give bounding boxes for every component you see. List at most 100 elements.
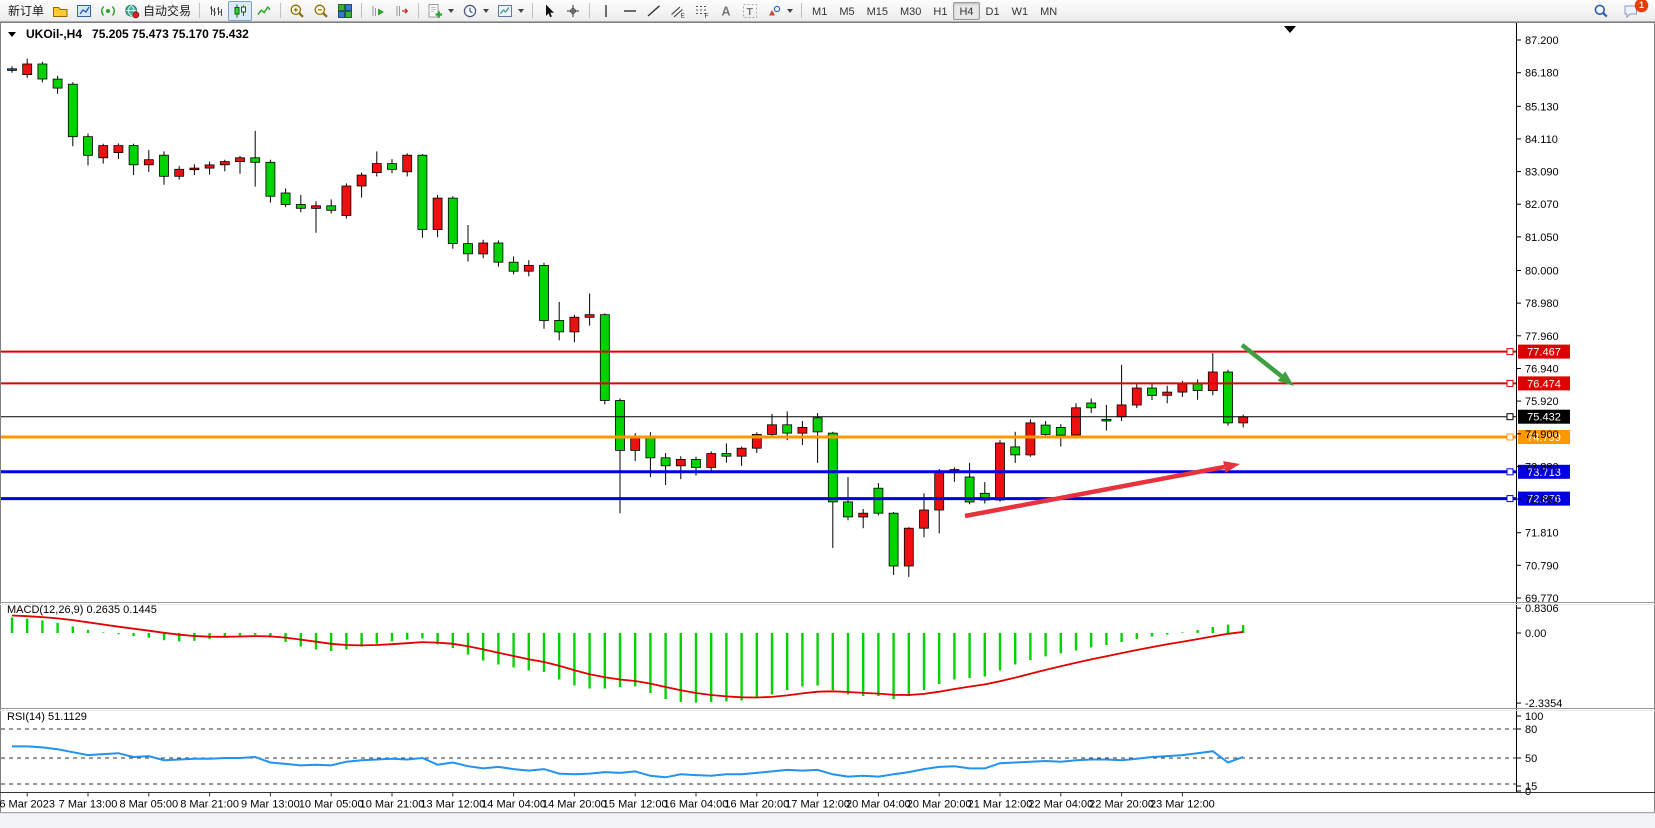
candle <box>1223 369 1233 426</box>
scroll-to-end-marker[interactable] <box>1284 26 1296 33</box>
shapes-icon[interactable] <box>762 1 797 21</box>
signal-glyph <box>101 5 115 16</box>
symbol-dropdown-icon[interactable] <box>8 31 16 37</box>
line-chart-icon[interactable] <box>252 1 276 21</box>
templates-icon[interactable] <box>493 1 528 21</box>
fibo-glyph: F <box>696 5 709 19</box>
timeframe-m5-button[interactable]: M5 <box>833 2 860 20</box>
profiles-icon[interactable] <box>48 1 72 21</box>
horizontal-line-73.713[interactable] <box>1 468 1516 476</box>
timeframe-w1-button[interactable]: W1 <box>1006 2 1035 20</box>
candle-glyph <box>234 4 247 17</box>
time-tick-label: 23 Mar 12:00 <box>1150 799 1215 811</box>
clock-glyph <box>463 4 477 17</box>
price-badge-72.876: 72.876 <box>1518 491 1570 506</box>
toolbar-separator <box>589 3 591 18</box>
time-tick-label: 16 Mar 04:00 <box>664 799 729 811</box>
auto-scroll-icon[interactable] <box>366 1 390 21</box>
autotrading-button[interactable]: 自动交易 <box>120 1 195 21</box>
macd-scale-label: -2.3354 <box>1525 698 1562 710</box>
candle <box>311 201 321 233</box>
candle <box>37 61 48 83</box>
cursor-glyph <box>546 4 555 17</box>
rsi-scale-label: 15 <box>1525 781 1537 793</box>
main-toolbar: 新订单 自动交易 E F A T M1 M5 M15 M30 H1 H4 D1 W1 MN 1 <box>0 0 1655 22</box>
red-up-arrow[interactable] <box>964 461 1240 519</box>
price-axis[interactable]: 87.200 86.180 85.130 84.110 83.090 82.070 81.0… <box>1516 23 1559 793</box>
horizontal-line-77.467[interactable] <box>1 348 1516 356</box>
timeframe-m15-button[interactable]: M15 <box>861 2 894 20</box>
fibonacci-icon[interactable]: F <box>690 1 714 21</box>
candle <box>736 446 747 466</box>
candle <box>67 82 78 147</box>
candle <box>554 301 565 341</box>
horizontal-line-75.432[interactable] <box>1 413 1516 421</box>
macd-scale-label: 0.00 <box>1525 628 1546 640</box>
tile-glyph <box>338 3 353 18</box>
zoom-out-icon[interactable] <box>309 1 333 21</box>
time-tick-label: 21 Mar 12:00 <box>968 799 1033 811</box>
svg-text:E: E <box>681 12 686 19</box>
green-down-arrow[interactable] <box>1240 343 1294 386</box>
shift-glyph <box>396 5 409 16</box>
pane-splitter[interactable] <box>0 602 1655 605</box>
text-label-icon[interactable]: T <box>738 1 762 21</box>
zoomin-glyph <box>290 4 304 18</box>
timeframe-h4-button[interactable]: H4 <box>953 1 980 20</box>
tile-windows-icon[interactable] <box>333 1 357 21</box>
candlestick-chart-icon[interactable] <box>228 0 253 21</box>
chart-plot-area[interactable] <box>1 28 1516 601</box>
vertical-line-icon[interactable] <box>594 1 618 21</box>
time-axis[interactable]: 6 Mar 2023 7 Mar 13:00 8 Mar 05:00 8 Mar 21… <box>0 792 1655 811</box>
time-tick-label: 10 Mar 05:00 <box>299 799 364 811</box>
zoom-in-icon[interactable] <box>285 1 309 21</box>
candle <box>219 159 230 172</box>
periods-icon[interactable] <box>458 1 493 21</box>
horizontal-line-72.876[interactable] <box>1 495 1516 503</box>
timeframe-m1-button[interactable]: M1 <box>806 2 833 20</box>
charts-glyph <box>77 4 92 17</box>
time-tick-label: 16 Mar 20:00 <box>724 799 789 811</box>
equidistant-channel-icon[interactable]: E <box>666 1 690 21</box>
candle <box>143 150 154 172</box>
chart-canvas: 77.46776.47475.43274.79973.71372.87687.2… <box>0 22 1655 828</box>
horizontal-line-icon[interactable] <box>618 1 642 21</box>
text-icon[interactable]: A <box>714 1 738 21</box>
horizontal-line-74.799[interactable] <box>1 433 1516 441</box>
timeframe-d1-button[interactable]: D1 <box>980 2 1006 20</box>
pane-splitter[interactable] <box>0 708 1655 711</box>
crosshair-icon[interactable] <box>561 1 585 21</box>
vline-glyph <box>605 4 607 17</box>
cursor-icon[interactable] <box>537 1 561 21</box>
price-tick-label: 77.960 <box>1525 331 1559 343</box>
new-order-button[interactable]: 新订单 <box>4 1 48 21</box>
search-icon[interactable] <box>1589 1 1613 21</box>
chart-title[interactable]: UKOil-,H4 75.205 75.473 75.170 75.432 <box>8 27 249 41</box>
dropdown-caret-icon <box>483 8 490 13</box>
timeframe-m30-button[interactable]: M30 <box>894 2 927 20</box>
trendline-icon[interactable] <box>642 1 666 21</box>
candle <box>1101 404 1112 431</box>
indicators-icon[interactable] <box>423 1 458 21</box>
chart-shift-icon[interactable] <box>390 1 414 21</box>
bar-chart-icon[interactable] <box>204 1 228 21</box>
signal-icon[interactable] <box>96 1 120 21</box>
candle <box>675 456 686 480</box>
toolbar-separator <box>280 3 282 18</box>
horizontal-line-76.474[interactable] <box>1 379 1516 387</box>
notification-badge: 1 <box>1635 0 1648 12</box>
notifications-icon[interactable]: 1 <box>1619 0 1648 21</box>
candle <box>615 398 625 514</box>
timeframe-mn-button[interactable]: MN <box>1034 2 1063 20</box>
svg-text:73.713: 73.713 <box>1527 467 1561 479</box>
candle <box>539 262 549 329</box>
trend-glyph <box>647 4 660 17</box>
search-glyph <box>1594 4 1608 17</box>
price-badge-74.799: 74.799 <box>1518 430 1570 444</box>
timeframe-h1-button[interactable]: H1 <box>927 2 953 20</box>
ohlc-values: 75.205 75.473 75.170 75.432 <box>92 27 249 41</box>
candle <box>1162 385 1173 404</box>
market-watch-icon[interactable] <box>72 1 96 21</box>
indicators-glyph <box>428 3 443 18</box>
candle <box>204 161 215 175</box>
